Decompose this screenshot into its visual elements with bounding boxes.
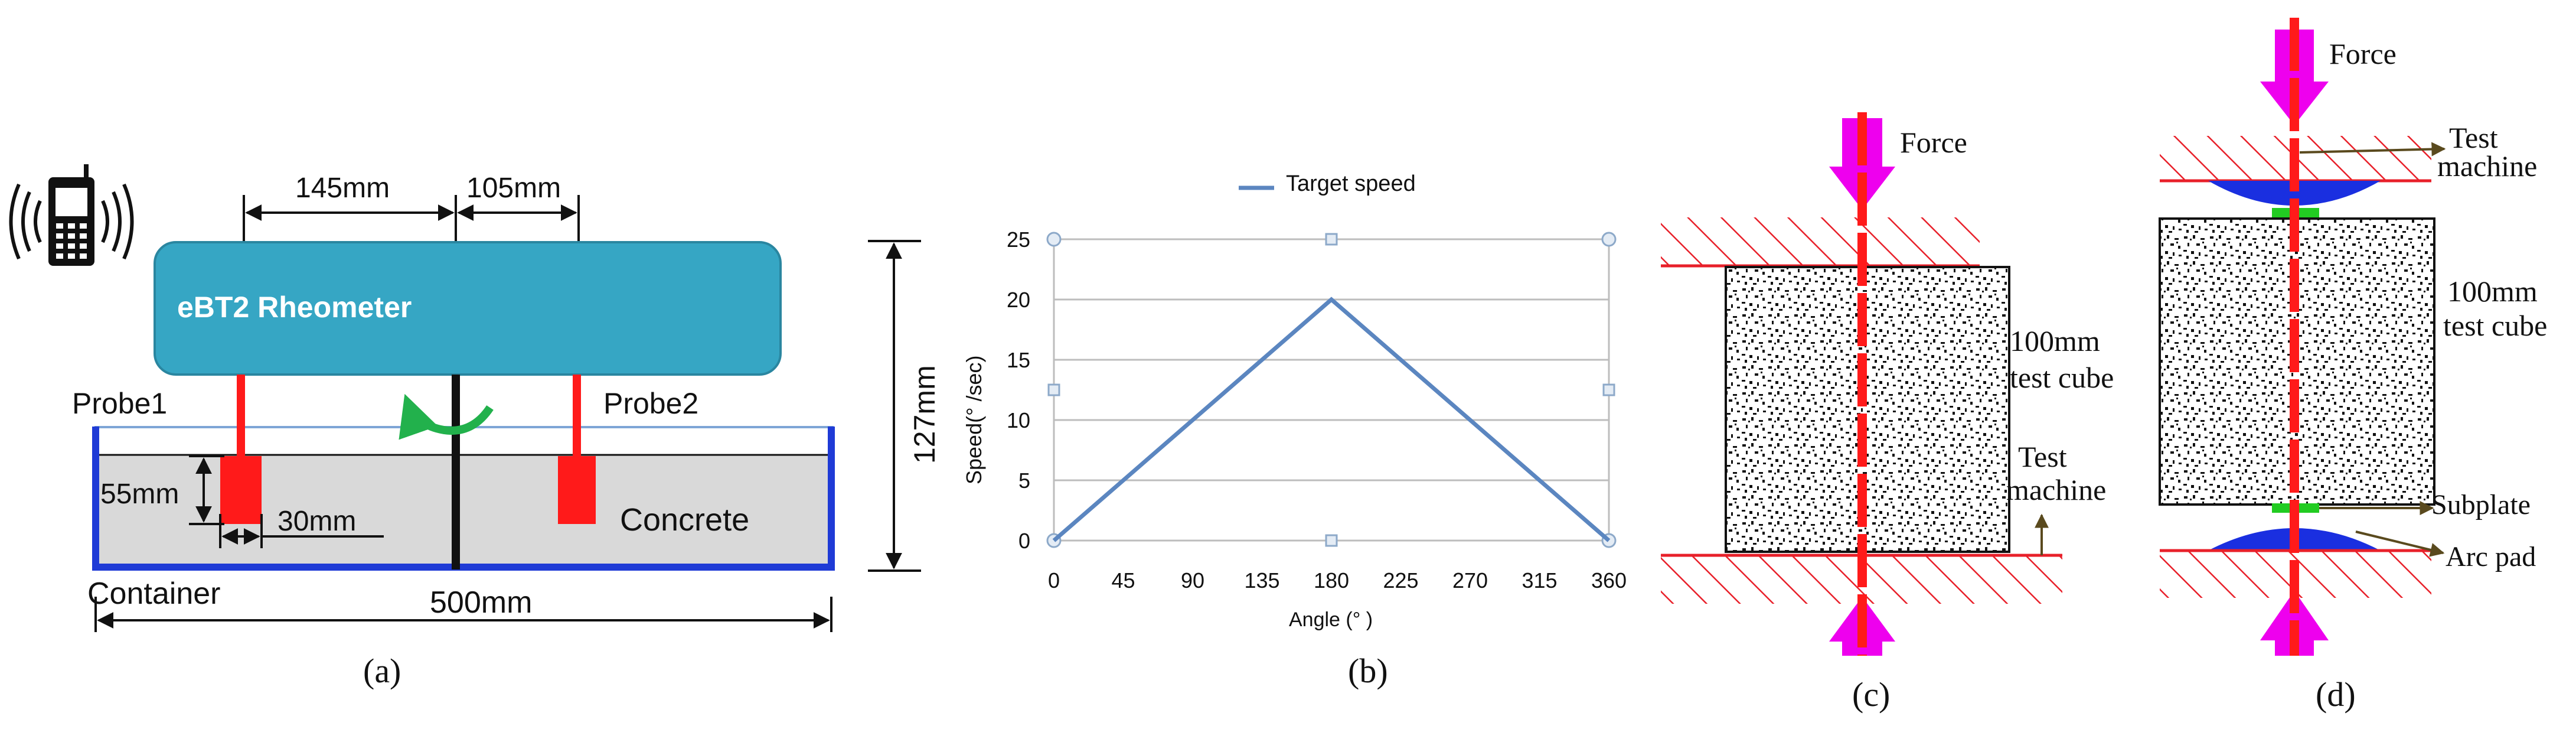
panel-b: Target speed 0 45 90 135 180 225 270 315 360 0 5 1… <box>962 171 1627 690</box>
y-tick-label-1: 5 <box>1018 468 1030 493</box>
probe1-rod <box>237 375 245 457</box>
rheometer-body <box>154 241 782 376</box>
x-tick-labels: 0 45 90 135 180 225 270 315 360 <box>1048 568 1627 593</box>
dim-500-label: 500mm <box>430 585 532 620</box>
signal-waves-icon <box>9 183 134 260</box>
probe2-label: Probe2 <box>603 387 698 420</box>
x-axis-label: Angle (° ) <box>1289 608 1373 631</box>
panel-c: Force 100mm test cube Test machine (c) <box>1661 112 2114 714</box>
cube-label-d-2: test cube <box>2443 309 2547 342</box>
cube-label-c-1: 100mm <box>2010 324 2100 357</box>
cube-label-c-2: test cube <box>2010 361 2114 394</box>
concrete-label: Concrete <box>620 502 749 538</box>
probe1-label: Probe1 <box>72 387 167 420</box>
series-line-target-speed <box>1052 297 1611 542</box>
central-shaft <box>452 375 460 569</box>
selection-handle-3 <box>1047 383 1060 396</box>
x-tick-label-7: 315 <box>1522 568 1557 593</box>
selection-handle-0 <box>1046 232 1062 247</box>
x-tick-label-3: 135 <box>1244 568 1279 593</box>
caption-b: (b) <box>1348 652 1388 690</box>
caption-c: (c) <box>1852 675 1890 714</box>
selection-handle-2 <box>1601 232 1617 247</box>
top-platen-hatch <box>1661 217 1980 266</box>
dimension-30 <box>219 514 384 548</box>
y-tick-label-0: 0 <box>1018 529 1030 553</box>
y-tick-label-3: 15 <box>1007 348 1030 372</box>
probe1-blade <box>220 456 262 524</box>
machine-label-d-1: Test <box>2449 121 2498 154</box>
caption-a: (a) <box>363 652 401 690</box>
caption-d: (d) <box>2316 675 2356 714</box>
x-tick-label-0: 0 <box>1048 568 1060 593</box>
dim-30-label: 30mm <box>277 506 356 537</box>
y-tick-label-2: 10 <box>1007 408 1030 432</box>
subplate-label: Subplate <box>2431 489 2531 520</box>
chart-gridlines <box>1053 238 1610 542</box>
dim-145-label: 145mm <box>295 173 390 204</box>
container-label: Container <box>87 577 220 611</box>
x-tick-label-8: 360 <box>1591 568 1627 593</box>
x-tick-label-6: 270 <box>1452 568 1488 593</box>
probe2-rod <box>573 375 581 457</box>
cube-label-d-1: 100mm <box>2447 275 2538 308</box>
top-arc-pad <box>2208 181 2381 206</box>
rotation-arrow-icon <box>399 393 494 440</box>
selection-handle-6 <box>1325 534 1338 547</box>
y-axis-label: Speed(° /sec) <box>962 356 986 485</box>
rheometer-label: eBT2 Rheometer <box>177 291 412 324</box>
arc-pad-pointer <box>2355 531 2445 557</box>
arc-pad-label: Arc pad <box>2446 541 2536 572</box>
selection-handle-4 <box>1602 383 1615 396</box>
legend-label: Target speed <box>1286 171 1416 196</box>
force-arrow-top-d-icon <box>2260 30 2329 125</box>
y-tick-label-4: 20 <box>1007 288 1030 312</box>
test-cube <box>1725 266 2010 553</box>
x-tick-label-4: 180 <box>1314 568 1349 593</box>
dimension-145-105 <box>243 195 580 242</box>
y-tick-label-5: 25 <box>1007 227 1030 252</box>
panel-a: 145mm 105mm eBT2 Rheometer Probe1 Probe2… <box>9 164 941 690</box>
dimension-55 <box>189 455 224 525</box>
chart-legend: Target speed <box>1239 171 1416 196</box>
machine-label-c-2: machine <box>2006 473 2106 506</box>
machine-label-d-2: machine <box>2437 149 2537 183</box>
dim-55-label: 55mm <box>100 479 179 510</box>
dimension-500 <box>94 597 832 632</box>
x-tick-label-5: 225 <box>1383 568 1418 593</box>
force-label-c: Force <box>1900 126 1967 159</box>
panel-d: Force Test machine 100mm test cube Subpl… <box>2159 18 2547 714</box>
force-label-d: Force <box>2329 37 2397 70</box>
container-walls <box>92 427 835 571</box>
x-tick-label-2: 90 <box>1181 568 1204 593</box>
dim-105-label: 105mm <box>466 173 561 204</box>
chart-selection-handles <box>1046 232 1617 548</box>
selection-handle-1 <box>1325 233 1338 246</box>
machine-pointer-d <box>2299 142 2446 157</box>
probe2-blade <box>558 456 596 524</box>
x-tick-label-1: 45 <box>1111 568 1135 593</box>
dimension-127 <box>868 240 921 572</box>
phone-icon <box>48 164 94 266</box>
machine-label-c-1: Test <box>2018 440 2067 473</box>
dim-127-label: 127mm <box>908 365 941 464</box>
y-tick-labels: 0 5 10 15 20 25 <box>1007 227 1030 553</box>
